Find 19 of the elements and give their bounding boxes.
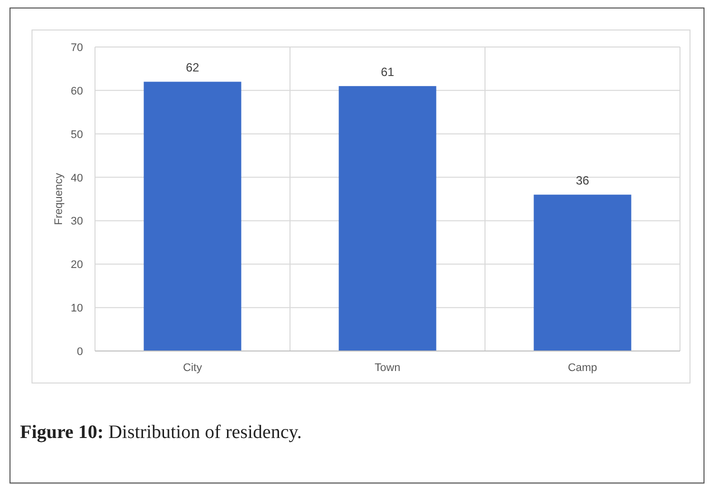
y-axis-title: Frequency bbox=[53, 172, 65, 225]
y-tick-label: 60 bbox=[70, 85, 83, 98]
bar bbox=[338, 86, 436, 351]
caption: Figure 10: Distribution of residency. bbox=[20, 422, 302, 443]
data-label: 36 bbox=[576, 174, 590, 188]
x-tick-label: City bbox=[183, 362, 202, 374]
data-label: 61 bbox=[380, 65, 394, 80]
data-label: 62 bbox=[186, 60, 200, 75]
x-tick-label: Town bbox=[374, 362, 400, 374]
y-tick-label: 40 bbox=[70, 172, 83, 184]
bar bbox=[534, 194, 632, 351]
y-tick-label: 10 bbox=[70, 302, 83, 315]
y-tick-label: 70 bbox=[70, 42, 83, 54]
y-tick-label: 30 bbox=[70, 216, 83, 228]
bar bbox=[144, 82, 242, 351]
x-tick-label: Camp bbox=[568, 362, 598, 374]
y-tick-label: 0 bbox=[76, 346, 83, 358]
y-tick-label: 20 bbox=[70, 259, 83, 272]
y-tick-label: 50 bbox=[70, 128, 83, 141]
